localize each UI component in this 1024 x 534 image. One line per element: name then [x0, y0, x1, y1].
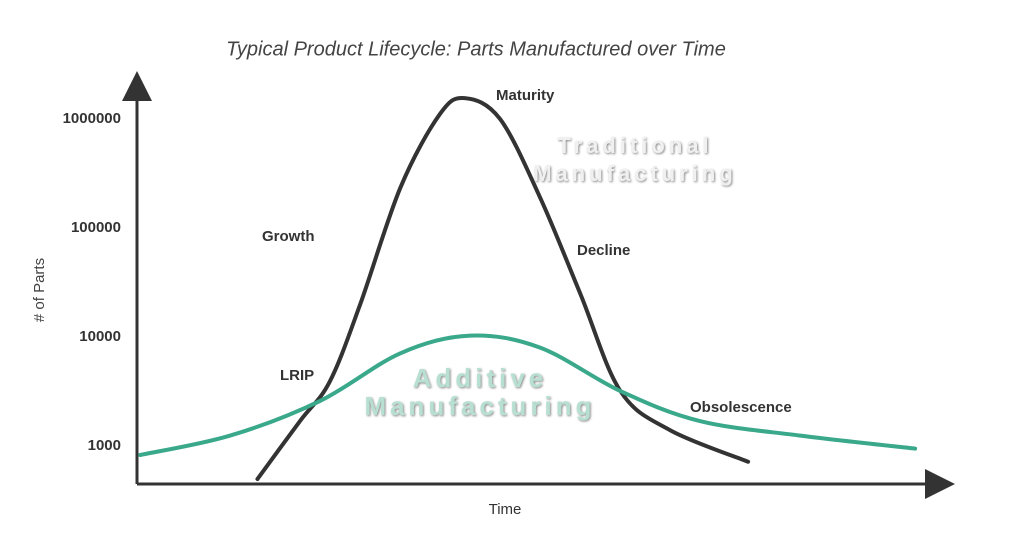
y-tick-label: 1000000	[63, 110, 121, 127]
annotation: Maturity	[496, 87, 555, 104]
line-series	[138, 333, 918, 457]
y-tick-label: 10000	[79, 328, 121, 345]
annotation: Obsolescence	[690, 399, 792, 416]
annotation: Decline	[577, 242, 630, 259]
series-label: Additive Manufacturing	[364, 363, 596, 421]
chart-title: Typical Product Lifecycle: Parts Manufac…	[226, 38, 726, 60]
y-tick-label: 100000	[71, 219, 121, 236]
y-axis-label: # of Parts	[31, 258, 48, 322]
annotation: LRIP	[280, 367, 314, 384]
y-tick-label: 1000	[88, 437, 121, 454]
x-axis-label: Time	[489, 501, 522, 518]
series-label: Traditional Manufacturing	[533, 133, 737, 186]
annotation: Growth	[262, 228, 315, 245]
